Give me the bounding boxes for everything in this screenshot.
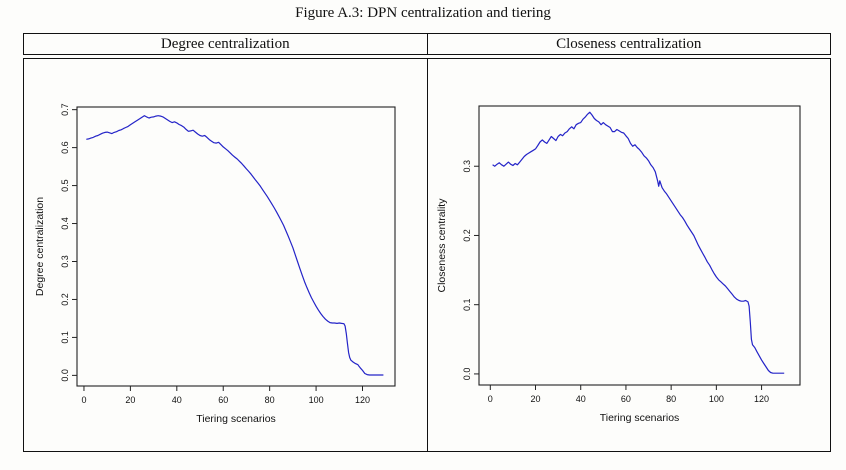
y-tick-label: 0.1 bbox=[462, 298, 472, 311]
series-line bbox=[491, 111, 784, 374]
y-tick-label: 0.2 bbox=[60, 293, 70, 306]
header-cell-degree-centralization: Degree centralization bbox=[24, 34, 428, 54]
x-tick-label: 120 bbox=[355, 395, 370, 405]
figure-title: Figure A.3: DPN centralization and tieri… bbox=[295, 5, 551, 21]
y-axis-title: Closeness centrality bbox=[436, 198, 448, 293]
y-tick-label: 0.6 bbox=[60, 141, 70, 154]
y-tick-label: 0.1 bbox=[60, 331, 70, 344]
y-tick-label: 0.4 bbox=[60, 217, 70, 230]
figure-body-row: 0 20 40 60 80 100 120 Tiering scenarios 0.0 0.1 0.… bbox=[23, 58, 831, 452]
x-tick-label: 60 bbox=[218, 395, 228, 405]
x-tick-label: 40 bbox=[575, 394, 585, 404]
x-tick-label: 20 bbox=[530, 394, 540, 404]
plot-frame bbox=[76, 106, 396, 387]
closeness-centralization-panel: 0 20 40 60 80 100 120 Tiering scenarios 0.0 0.1 0.… bbox=[428, 59, 831, 451]
x-tick-label: 40 bbox=[172, 395, 182, 405]
x-tick-label: 0 bbox=[81, 395, 86, 405]
x-tick-label: 100 bbox=[309, 395, 324, 405]
y-tick-label: 0.0 bbox=[60, 369, 70, 382]
degree-centralization-panel: 0 20 40 60 80 100 120 Tiering scenarios 0.0 0.1 0.… bbox=[24, 59, 428, 451]
y-tick-label: 0.2 bbox=[462, 229, 472, 242]
x-tick-label: 80 bbox=[666, 394, 676, 404]
series-line bbox=[86, 115, 384, 376]
x-tick-label: 120 bbox=[754, 394, 769, 404]
x-axis-title: Tiering scenarios bbox=[599, 412, 679, 424]
y-axis: 0.0 0.1 0.2 0.3 0.4 0.5 0.6 0.7 Degree centraliz… bbox=[34, 103, 77, 382]
x-tick-label: 80 bbox=[265, 395, 275, 405]
y-tick-label: 0.3 bbox=[60, 255, 70, 268]
x-axis: 0 20 40 60 80 100 120 Tiering scenarios bbox=[81, 386, 370, 425]
y-axis: 0.0 0.1 0.2 0.3 Closeness centrality bbox=[436, 160, 479, 380]
y-tick-label: 0.3 bbox=[462, 160, 472, 173]
figure-header-row: Degree centralization Closeness centrali… bbox=[23, 33, 831, 55]
x-axis: 0 20 40 60 80 100 120 Tiering scenarios bbox=[487, 385, 769, 424]
x-tick-label: 20 bbox=[125, 395, 135, 405]
header-cell-closeness-centralization: Closeness centralization bbox=[556, 35, 702, 52]
x-tick-label: 60 bbox=[620, 394, 630, 404]
y-tick-label: 0.0 bbox=[462, 368, 472, 381]
x-axis-title: Tiering scenarios bbox=[196, 413, 276, 425]
y-tick-label: 0.7 bbox=[60, 103, 70, 116]
x-tick-label: 0 bbox=[487, 394, 492, 404]
x-tick-label: 100 bbox=[708, 394, 723, 404]
y-axis-title: Degree centralization bbox=[34, 197, 46, 296]
plot-frame bbox=[477, 105, 801, 386]
y-tick-label: 0.5 bbox=[60, 179, 70, 192]
